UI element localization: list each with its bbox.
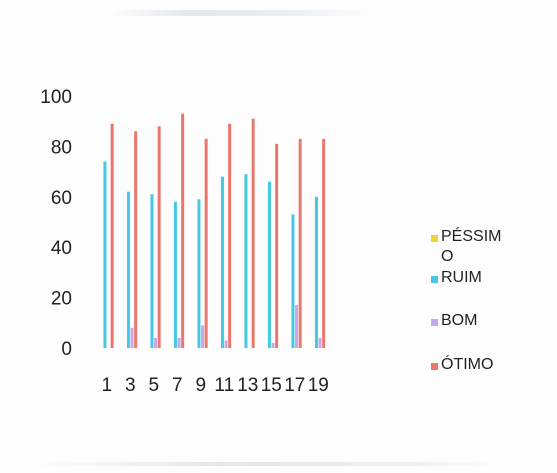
legend: PÉSSIM O RUIM BOM ÓTIMO — [431, 226, 501, 373]
bar-ótimo-7 — [181, 113, 185, 348]
legend-label: ÓTIMO — [441, 354, 493, 373]
bar-ótimo-19 — [322, 138, 326, 348]
bar-bom-5 — [154, 337, 158, 348]
y-axis-ticks: 0 20 40 60 80 100 — [40, 87, 72, 360]
bar-ótimo-5 — [157, 126, 161, 349]
bar-ótimo-13 — [251, 118, 255, 349]
bar-ótimo-15 — [275, 143, 279, 348]
legend-item-ruim: RUIM — [431, 269, 482, 286]
bar-bom-9 — [201, 325, 205, 348]
x-tick-label: 9 — [196, 375, 207, 396]
x-tick-label: 11 — [214, 375, 234, 396]
bar-ruim-7 — [173, 201, 177, 348]
legend-item-péssimo: PÉSSIM O — [431, 226, 501, 265]
y-tick-label: 20 — [51, 289, 72, 310]
bar-ruim-17 — [291, 214, 295, 348]
bar-ótimo-11 — [228, 123, 232, 348]
legend-label: O — [441, 248, 453, 265]
bar-ótimo-9 — [204, 138, 208, 348]
y-tick-label: 40 — [51, 238, 72, 259]
bar-ruim-19 — [314, 196, 318, 348]
x-axis-ticks: 1 3 5 7 9 11 13 15 17 19 — [102, 375, 329, 396]
bottom-decoration — [30, 462, 500, 466]
bar-ótimo-3 — [134, 131, 138, 348]
bar-bom-3 — [130, 327, 134, 348]
y-tick-label: 60 — [51, 188, 72, 209]
bar-ruim-11 — [220, 176, 224, 348]
x-tick-label: 17 — [284, 375, 305, 396]
x-tick-label: 3 — [125, 375, 136, 396]
x-tick-label: 7 — [172, 375, 183, 396]
legend-label: PÉSSIM — [441, 226, 501, 245]
bar-ótimo-17 — [298, 138, 302, 348]
x-tick-label: 19 — [308, 375, 329, 396]
legend-label: RUIM — [441, 269, 482, 286]
bar-bom-11 — [224, 340, 228, 348]
legend-item-ótimo: ÓTIMO — [431, 354, 493, 373]
x-tick-label: 13 — [237, 375, 258, 396]
bar-ruim-5 — [150, 194, 154, 348]
bar-ruim-15 — [267, 181, 271, 348]
bar-ruim-9 — [197, 199, 201, 348]
legend-label: BOM — [441, 312, 477, 329]
x-tick-label: 1 — [102, 375, 113, 396]
legend-item-bom: BOM — [431, 312, 477, 329]
top-decoration — [110, 10, 370, 16]
legend-swatch — [431, 276, 438, 283]
legend-swatch — [431, 235, 438, 242]
bar-ruim-13 — [244, 174, 248, 348]
x-tick-label: 5 — [149, 375, 160, 396]
bar-ruim-3 — [126, 191, 130, 348]
y-tick-label: 100 — [40, 87, 72, 108]
legend-swatch — [431, 319, 438, 326]
bars — [103, 113, 326, 349]
bar-ótimo-1 — [110, 123, 114, 348]
bar-bom-7 — [177, 337, 181, 348]
y-tick-label: 80 — [51, 137, 72, 158]
legend-swatch — [431, 363, 438, 370]
bar-ruim-1 — [103, 161, 107, 348]
x-tick-label: 15 — [261, 375, 282, 396]
bar-bom-15 — [271, 342, 275, 348]
bar-bom-19 — [318, 337, 322, 348]
bar-bom-17 — [295, 305, 299, 348]
y-tick-label: 0 — [61, 339, 72, 360]
